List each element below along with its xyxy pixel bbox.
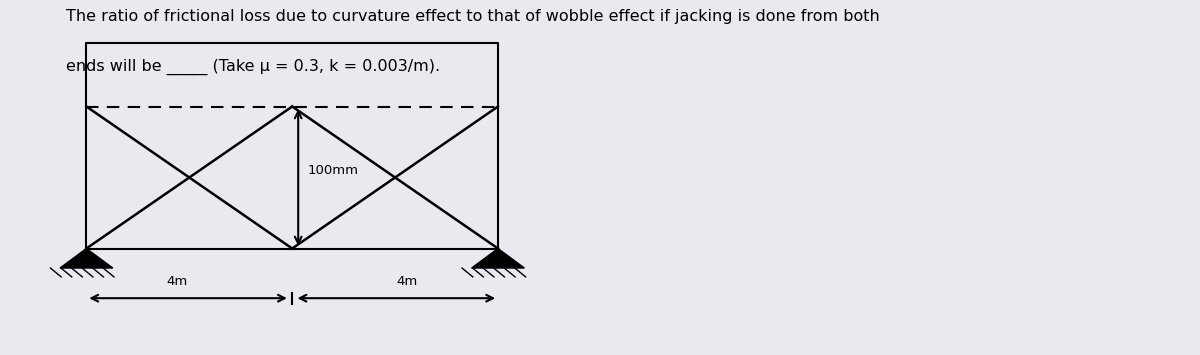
Polygon shape <box>60 248 113 268</box>
Polygon shape <box>472 248 524 268</box>
Text: 4m: 4m <box>167 274 188 288</box>
Text: The ratio of frictional loss due to curvature effect to that of wobble effect if: The ratio of frictional loss due to curv… <box>66 9 880 24</box>
Text: 4m: 4m <box>396 274 418 288</box>
Text: 100mm: 100mm <box>307 164 359 177</box>
Text: ends will be _____ (Take μ = 0.3, k = 0.003/m).: ends will be _____ (Take μ = 0.3, k = 0.… <box>66 59 440 75</box>
